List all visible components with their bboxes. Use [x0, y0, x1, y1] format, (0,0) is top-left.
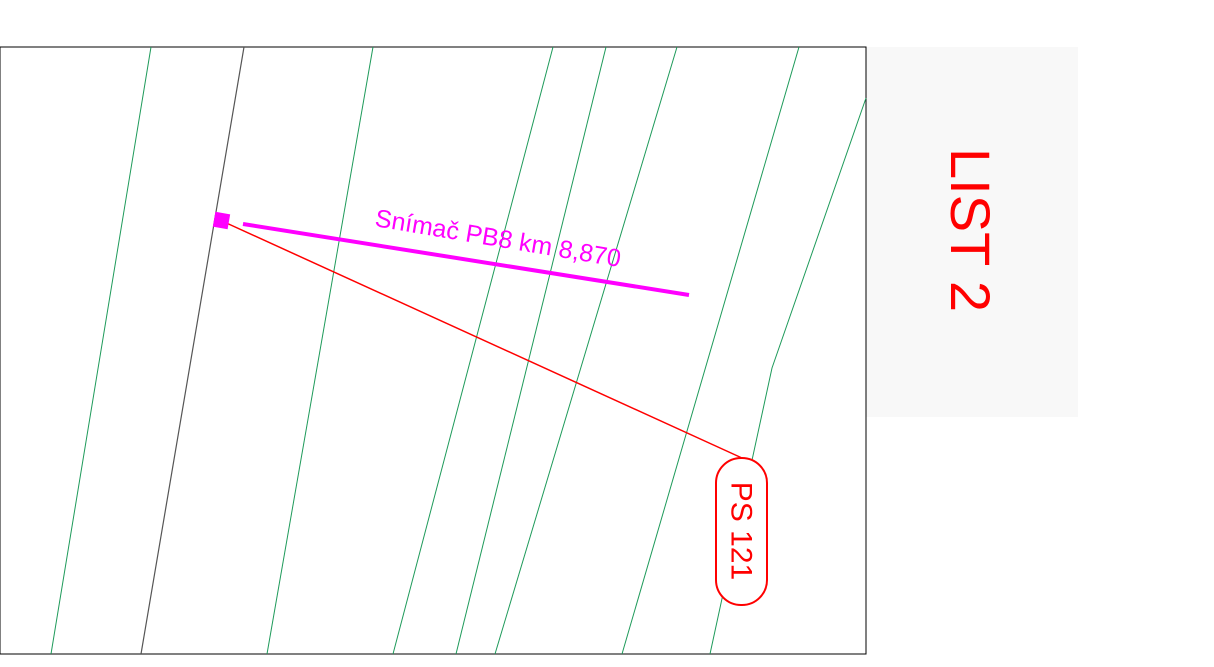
point-leader-line — [221, 220, 743, 459]
track-axis-line — [140, 46, 245, 655]
contour-line — [392, 46, 554, 655]
point-callout-label: PS 121 — [725, 482, 758, 580]
contour-line — [50, 46, 152, 655]
contour-line — [621, 46, 800, 655]
sensor-label-underline — [242, 222, 690, 297]
point-callout-border[interactable] — [715, 457, 768, 606]
contour-line — [494, 46, 678, 655]
contour-line — [455, 46, 607, 655]
sensor-marker[interactable] — [212, 211, 231, 230]
sheet-label-panel — [866, 47, 1078, 417]
contour-line — [266, 46, 374, 655]
